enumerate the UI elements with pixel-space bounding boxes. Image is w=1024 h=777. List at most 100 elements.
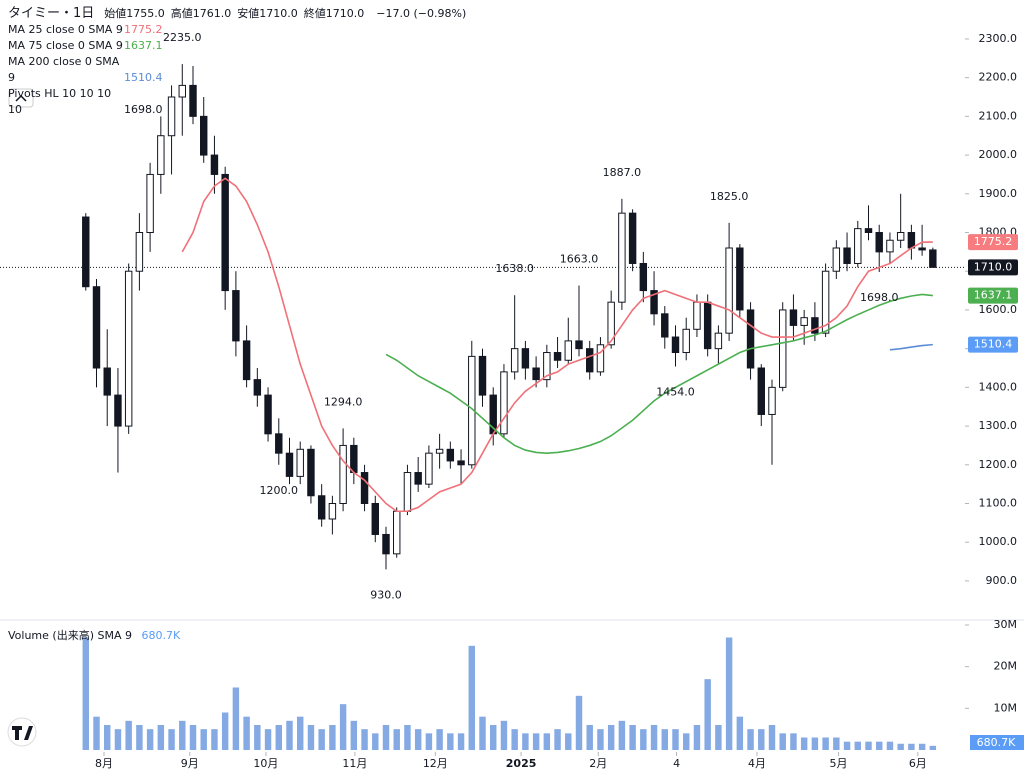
candle-body <box>543 352 551 381</box>
price-badge-label: 1710.0 <box>974 260 1013 273</box>
candle-body <box>393 510 401 555</box>
volume-bar <box>661 729 668 750</box>
candle-body <box>317 495 326 520</box>
x-tick-label: 8月 <box>95 757 113 770</box>
volume-bar <box>318 729 325 750</box>
ohlc-label: 始値 <box>104 7 127 20</box>
candle-body <box>242 340 251 381</box>
candle-body <box>929 249 937 268</box>
y-tick-label: 900.0 <box>986 574 1018 587</box>
y-tick-label: 2000.0 <box>979 148 1018 161</box>
candle-body <box>564 340 572 361</box>
candle-body <box>768 386 776 415</box>
y-tick-label: 2200.0 <box>979 71 1018 84</box>
volume-bar <box>672 729 679 750</box>
pivot-label: 1454.0 <box>656 385 695 398</box>
volume-bar <box>221 712 229 750</box>
indicator-row: MA 75 close 0 SMA 91637.1 <box>8 38 466 54</box>
x-tick-label: 5月 <box>829 757 847 770</box>
pivot-label: 1887.0 <box>603 166 642 179</box>
candle-body <box>360 472 369 505</box>
volume-bar <box>575 695 583 750</box>
y-tick-label: 20M <box>994 660 1018 673</box>
y-tick-label: 10M <box>994 701 1018 714</box>
candle-body <box>178 84 186 98</box>
volume-bar <box>200 729 207 750</box>
volume-bar <box>243 716 250 750</box>
price-badge <box>968 287 1018 304</box>
volume-bar <box>297 716 304 750</box>
volume-bar <box>286 720 293 750</box>
y-tick-label: 2300.0 <box>979 32 1018 45</box>
ohlc-label: 高値 <box>170 7 193 20</box>
candle-body <box>253 379 262 396</box>
candle-body <box>832 247 841 272</box>
indicator-row: MA 25 close 0 SMA 91775.2 <box>8 22 466 38</box>
candle-body <box>843 247 851 264</box>
volume-bar <box>747 729 754 750</box>
candle-body <box>339 444 347 505</box>
indicator-row: Pivots HL 10 10 10 10 1698.0 <box>8 86 466 118</box>
candle-body <box>693 301 701 330</box>
volume-bar <box>157 725 165 750</box>
symbol-title: タイミー・1日 <box>8 6 95 21</box>
price-badge-label: 1637.1 <box>974 289 1013 302</box>
candle-body <box>864 228 873 234</box>
y-tick-label: 1600.0 <box>979 303 1018 316</box>
candle-body <box>328 503 337 520</box>
volume-sma-value: 680.7K <box>141 629 181 642</box>
ohlc-value: 1755.0 <box>126 7 165 20</box>
volume-bar <box>146 729 154 750</box>
volume-bar <box>822 737 829 750</box>
ma-line <box>181 177 933 513</box>
volume-bar <box>468 645 475 750</box>
ohlc-value: 1761.0 <box>192 7 232 20</box>
y-tick-label: 30M <box>994 618 1018 631</box>
volume-bar <box>811 737 819 750</box>
volume-bar <box>414 729 422 750</box>
volume-bar <box>211 729 218 750</box>
volume-bar <box>114 729 122 750</box>
indicator-value: 1698.0 <box>124 103 163 116</box>
candle-body <box>907 232 916 249</box>
logo <box>7 717 37 747</box>
indicator-name: Pivots HL 10 10 10 10 <box>8 87 112 116</box>
candle-body <box>296 448 304 477</box>
volume-bar <box>382 725 390 750</box>
volume-badge-label: 680.7K <box>977 736 1016 749</box>
volume-bar <box>704 679 711 750</box>
candle-body <box>854 228 862 264</box>
volume-bar <box>693 725 701 750</box>
x-tick-label: 11月 <box>342 757 367 770</box>
collapse-button[interactable] <box>8 88 34 108</box>
indicator-name: MA 25 close 0 SMA 9 <box>8 23 123 36</box>
ohlc-value: 1710.0 <box>259 7 298 20</box>
volume-bar <box>275 725 282 750</box>
volume-bar <box>457 733 465 750</box>
y-tick-label: 1000.0 <box>979 535 1018 548</box>
x-tick-label: 9月 <box>181 757 199 770</box>
indicator-value: 1775.2 <box>124 23 163 36</box>
volume-bar <box>779 733 786 750</box>
candle-body <box>210 154 219 175</box>
indicator-value: 1637.1 <box>124 39 163 52</box>
price-badge-label: 1775.2 <box>974 235 1013 248</box>
volume-bar <box>307 725 315 750</box>
volume-bar <box>650 725 658 750</box>
volume-bar <box>715 725 722 750</box>
candle-body <box>200 115 208 156</box>
candle-body <box>811 317 819 334</box>
pivot-label: 1200.0 <box>260 484 299 497</box>
indicator-row: MA 200 close 0 SMA 9 1510.4 <box>8 54 466 86</box>
candle-body <box>350 444 358 474</box>
candle-body <box>103 367 111 396</box>
candle-body <box>650 290 658 315</box>
candle-body <box>232 290 240 342</box>
candle-body <box>671 336 680 354</box>
volume-bar <box>436 729 443 750</box>
candle-body <box>510 348 519 373</box>
candle-body <box>682 328 690 354</box>
volume-bar <box>136 725 143 750</box>
volume-bar <box>232 687 240 750</box>
volume-bar <box>82 637 89 750</box>
